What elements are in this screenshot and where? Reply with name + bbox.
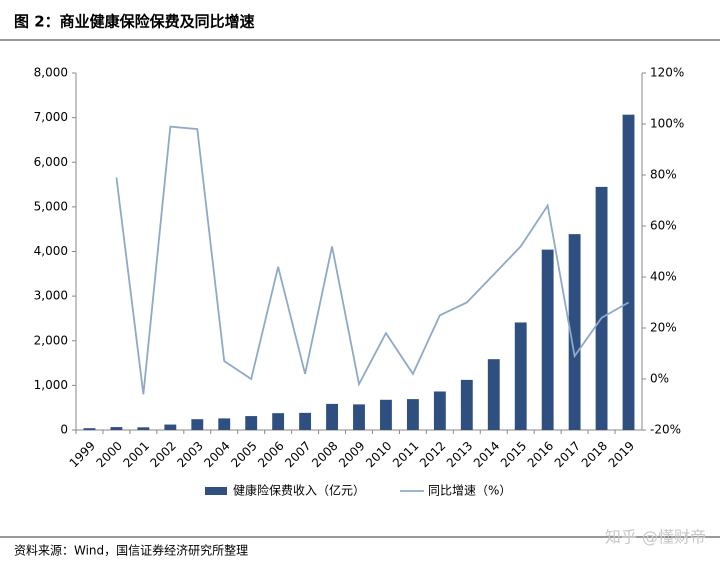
x-tick-label: 2017 — [552, 439, 583, 470]
bar — [164, 424, 177, 430]
x-tick-label: 2008 — [309, 439, 340, 470]
line — [115, 125, 629, 395]
bar — [406, 399, 419, 430]
y2-tick-label: 20% — [650, 321, 677, 335]
x-tick-label: 2002 — [147, 439, 178, 470]
bar — [83, 428, 96, 430]
y2-tick-label: 40% — [650, 270, 677, 284]
bar — [272, 413, 285, 430]
x-tick-label: 2005 — [228, 439, 259, 470]
bar — [433, 391, 446, 430]
x-tick-label: 2009 — [336, 439, 367, 470]
y-tick-label: 5,000 — [34, 199, 68, 213]
bar — [514, 322, 527, 430]
x-tick-label: 2013 — [444, 439, 475, 470]
bar — [568, 234, 581, 430]
y-tick-label: 1,000 — [34, 378, 68, 392]
y-tick-label: 2,000 — [34, 333, 68, 347]
bar — [326, 403, 338, 430]
y-tick-label: 3,000 — [34, 289, 68, 303]
bar — [245, 416, 258, 430]
x-tick-label: 2018 — [579, 439, 610, 470]
bar — [487, 359, 500, 430]
y2-tick-label: 100% — [650, 117, 684, 131]
y-tick-label: 0 — [60, 423, 68, 437]
y2-tick-label: -20% — [650, 423, 681, 437]
x-tick-label: 2014 — [471, 439, 502, 470]
y-tick-label: 8,000 — [34, 66, 68, 80]
x-tick-label: 2006 — [255, 439, 286, 470]
x-tick-label: 2003 — [174, 439, 205, 470]
bar — [137, 427, 150, 430]
x-tick-label: 2000 — [94, 439, 125, 470]
bar — [218, 418, 231, 430]
x-tick-label: 2011 — [390, 439, 421, 470]
y2-tick-label: 120% — [650, 66, 684, 80]
y2-tick-label: 0% — [650, 372, 669, 386]
chart-title: 图 2：商业健康保险保费及同比增速 — [14, 13, 255, 31]
watermark: 知乎 @懂财帝 — [605, 528, 706, 547]
x-tick-label: 1999 — [67, 439, 98, 470]
bar — [191, 419, 204, 430]
x-tick-label: 2001 — [120, 439, 151, 470]
y-tick-label: 7,000 — [34, 110, 68, 124]
bar — [299, 412, 312, 430]
y2-tick-label: 60% — [650, 219, 677, 233]
bar — [595, 186, 608, 430]
source: 资料来源：Wind，国信证券经济研究所整理 — [14, 543, 248, 558]
y-tick-label: 6,000 — [34, 155, 68, 169]
x-tick-label: 2016 — [525, 439, 556, 470]
x-tick-label: 2019 — [606, 439, 637, 470]
bar — [622, 114, 635, 430]
bar — [110, 427, 123, 430]
x-tick-label: 2007 — [282, 439, 313, 470]
x-tick-label: 2004 — [201, 439, 232, 470]
x-tick-label: 2015 — [498, 439, 529, 470]
legend-swatch — [205, 487, 227, 495]
legend-label: 健康险保费收入（亿元） — [233, 483, 365, 498]
bar — [541, 249, 554, 430]
x-tick-label: 2010 — [363, 439, 394, 470]
x-tick-label: 2012 — [417, 439, 448, 470]
y-tick-label: 4,000 — [34, 244, 68, 258]
legend-label: 同比增速（%） — [428, 484, 511, 498]
bar — [353, 404, 365, 430]
y2-tick-label: 80% — [650, 168, 677, 182]
bar — [380, 399, 392, 430]
bar — [460, 379, 473, 430]
